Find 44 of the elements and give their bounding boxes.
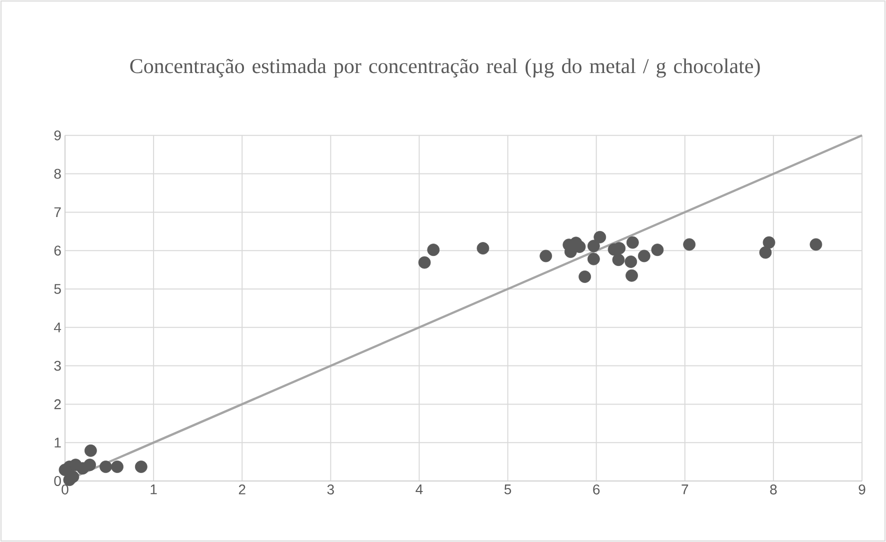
point: [810, 238, 822, 251]
point: [762, 236, 776, 249]
x-tick-label: 3: [327, 484, 334, 494]
point: [587, 240, 600, 252]
y-tick-label: 2: [54, 399, 61, 410]
point: [683, 238, 696, 251]
y-tick-label: 5: [54, 284, 61, 294]
point: [84, 444, 97, 457]
point: [427, 244, 440, 256]
point: [540, 250, 552, 262]
y-tick-label: 8: [54, 168, 61, 179]
x-tick-label: 2: [238, 484, 246, 494]
x-tick-label: 0: [62, 484, 68, 494]
point: [626, 269, 638, 282]
x-tick-label: 1: [150, 484, 157, 494]
point: [587, 252, 600, 266]
point: [111, 460, 124, 473]
point: [624, 256, 638, 268]
point: [612, 254, 625, 266]
point: [651, 244, 664, 256]
point: [76, 462, 89, 475]
y-tick-label: 6: [54, 246, 61, 256]
point: [759, 246, 772, 259]
point: [476, 242, 490, 255]
point: [134, 460, 148, 473]
y-tick-label: 7: [54, 207, 61, 218]
point: [418, 256, 431, 269]
x-tick-label: 4: [416, 484, 423, 494]
y-tick-label: 0: [54, 476, 61, 486]
point: [578, 270, 592, 283]
x-tick-label: 7: [682, 484, 688, 494]
y-tick-label: 3: [54, 360, 61, 371]
x-tick-label: 5: [504, 484, 512, 494]
x-tick-label: 9: [858, 484, 866, 494]
point: [594, 230, 606, 244]
y-tick-label: 4: [54, 322, 62, 332]
point: [626, 236, 639, 249]
point: [638, 250, 650, 262]
y-tick-label: 9: [54, 130, 61, 140]
chart-title: Concentração estimada por concentração real (µg do metal / g chocolate): [130, 58, 760, 78]
x-tick-label: 8: [770, 484, 777, 494]
x-tick-label: 6: [593, 484, 600, 494]
y-tick-label: 1: [54, 438, 61, 448]
point: [100, 460, 112, 473]
